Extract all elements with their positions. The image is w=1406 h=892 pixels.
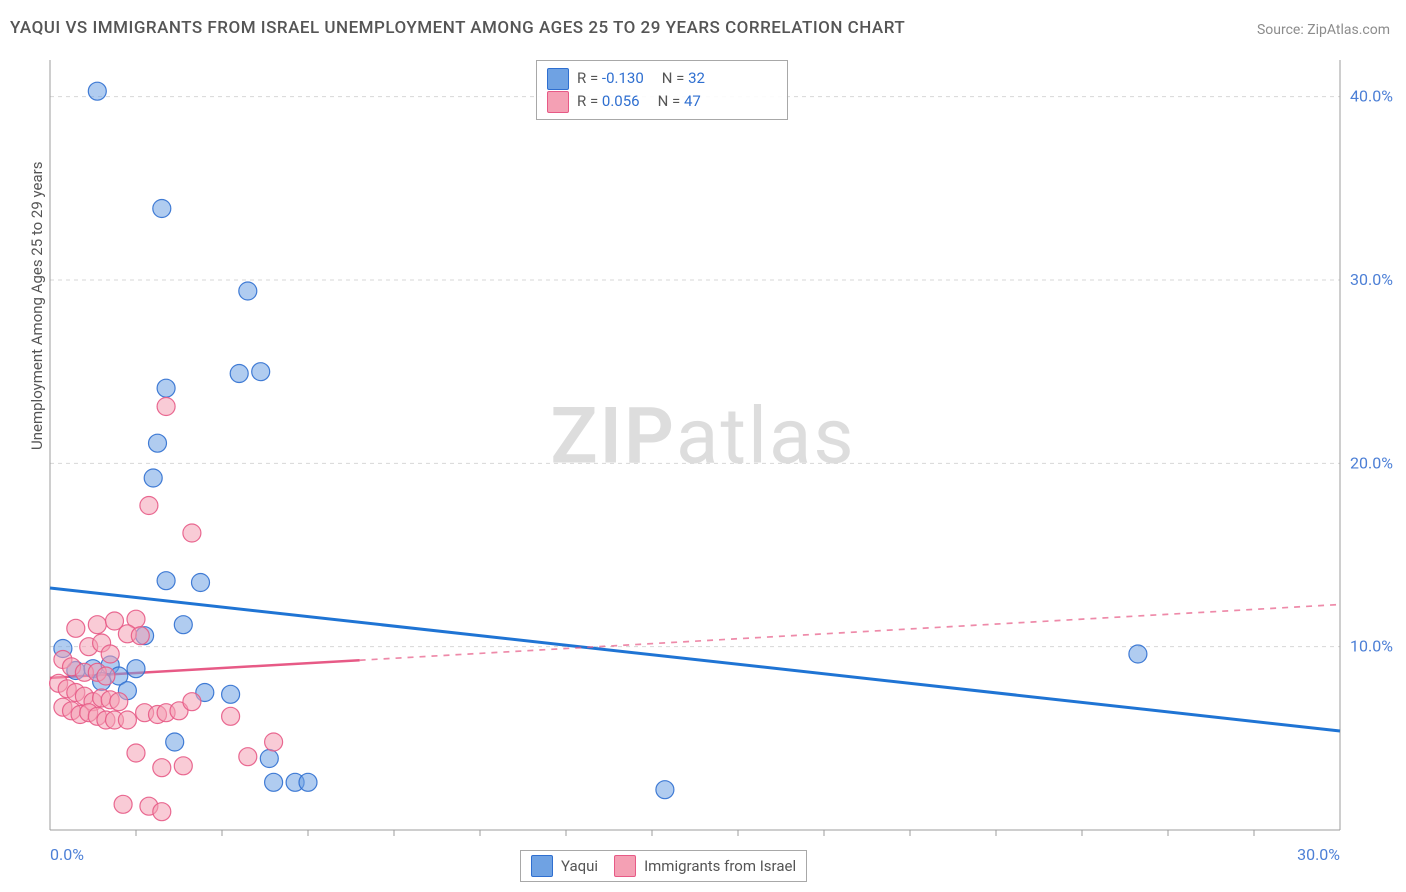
point-yaqui: [299, 773, 317, 791]
point-israel: [127, 744, 145, 762]
scatter-chart: 10.0% 20.0% 30.0% 40.0% 0.0% 30.0%: [0, 0, 1406, 892]
chart-container: YAQUI VS IMMIGRANTS FROM ISRAEL UNEMPLOY…: [0, 0, 1406, 892]
point-israel: [97, 667, 115, 685]
legend-swatch-israel: [614, 855, 636, 877]
point-israel: [118, 711, 136, 729]
point-yaqui: [144, 469, 162, 487]
point-yaqui: [157, 379, 175, 397]
y-tick-label: 30.0%: [1350, 270, 1393, 289]
point-yaqui: [239, 282, 257, 300]
point-yaqui: [157, 572, 175, 590]
corr-R-value-israel: 0.056: [602, 92, 640, 110]
corr-N-value-yaqui: 32: [688, 69, 705, 87]
point-yaqui: [153, 200, 171, 218]
point-yaqui: [174, 616, 192, 634]
point-yaqui: [265, 773, 283, 791]
corr-R-label: R =: [577, 92, 602, 110]
corr-row-yaqui: R = -0.130 N = 32: [547, 67, 777, 90]
swatch-yaqui: [547, 68, 569, 90]
point-yaqui: [252, 363, 270, 381]
y-tick-label: 20.0%: [1350, 453, 1393, 472]
trendline-israel-dashed: [360, 605, 1340, 661]
x-tick-label: 0.0%: [50, 845, 84, 864]
swatch-israel: [547, 91, 569, 113]
point-yaqui: [222, 685, 240, 703]
corr-N-label: N =: [658, 92, 684, 110]
point-israel: [183, 524, 201, 542]
point-israel: [222, 707, 240, 725]
corr-N-label: N =: [662, 69, 688, 87]
point-yaqui: [127, 660, 145, 678]
point-israel: [88, 616, 106, 634]
point-israel: [140, 497, 158, 515]
legend-label-israel: Immigrants from Israel: [644, 857, 796, 875]
point-israel: [183, 693, 201, 711]
point-yaqui: [149, 434, 167, 452]
point-yaqui: [192, 574, 210, 592]
legend-swatch-yaqui: [531, 855, 553, 877]
point-israel: [157, 398, 175, 416]
point-israel: [153, 759, 171, 777]
y-tick-label: 40.0%: [1350, 87, 1393, 106]
point-israel: [265, 733, 283, 751]
point-israel: [67, 619, 85, 637]
point-yaqui: [88, 82, 106, 100]
point-israel: [174, 757, 192, 775]
point-yaqui: [166, 733, 184, 751]
corr-R-label: R =: [577, 69, 602, 87]
point-israel: [131, 627, 149, 645]
trendline-yaqui: [50, 588, 1340, 731]
point-yaqui: [260, 750, 278, 768]
corr-row-israel: R = 0.056 N = 47: [547, 90, 777, 113]
legend-item-yaqui: Yaqui: [531, 855, 598, 877]
x-tick-label: 30.0%: [1297, 845, 1340, 864]
y-tick-label: 10.0%: [1350, 637, 1393, 656]
legend-item-israel: Immigrants from Israel: [614, 855, 796, 877]
point-yaqui: [1129, 645, 1147, 663]
corr-R-value-yaqui: -0.130: [602, 69, 644, 87]
corr-N-value-israel: 47: [684, 92, 701, 110]
point-yaqui: [230, 365, 248, 383]
point-israel: [101, 645, 119, 663]
legend-label-yaqui: Yaqui: [561, 857, 598, 875]
point-israel: [110, 693, 128, 711]
series-legend: Yaqui Immigrants from Israel: [520, 850, 807, 882]
point-yaqui: [656, 781, 674, 799]
point-israel: [239, 748, 257, 766]
point-israel: [114, 795, 132, 813]
point-israel: [153, 803, 171, 821]
correlation-legend: R = -0.130 N = 32 R = 0.056 N = 47: [536, 60, 788, 120]
